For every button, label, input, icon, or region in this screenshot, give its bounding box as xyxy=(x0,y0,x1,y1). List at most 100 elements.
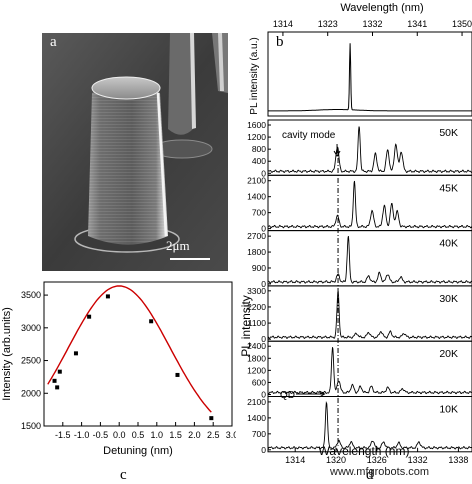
data-point xyxy=(73,351,78,356)
data-point xyxy=(52,378,57,383)
x-tick-label: 1.0 xyxy=(151,430,164,440)
spectrum-line xyxy=(267,126,472,174)
plot-frame xyxy=(267,396,472,453)
cavity-arrowhead xyxy=(333,150,341,157)
panel-label-b: b xyxy=(276,34,284,50)
x-tick-label: 0.5 xyxy=(132,430,145,440)
y-axis-label: PL intensity (a.u.) xyxy=(249,37,260,114)
y-tick-label: 2700 xyxy=(247,231,266,241)
y-tick-label: 3500 xyxy=(21,290,41,300)
y-tick-label: 2500 xyxy=(21,356,41,366)
y-tick-label: 1100 xyxy=(248,318,267,328)
y-axis-label: PL intensity xyxy=(239,295,253,357)
spectrum-panel-50K: 0 400 800 1200 1600 50K xyxy=(247,119,472,178)
spectrum-panel-45K: 0 700 1400 2100 45K xyxy=(247,174,472,234)
y-tick-label: 0 xyxy=(261,334,266,344)
y-tick-label: 400 xyxy=(252,156,266,166)
y-tick-label: 3300 xyxy=(247,286,266,296)
qd-arrowhead xyxy=(319,390,326,398)
spectrum-line xyxy=(267,347,472,395)
x-tick-label: 1326 xyxy=(367,455,387,465)
x-tick-label: 3.0 xyxy=(226,430,236,440)
x-tick-label: -1.5 xyxy=(55,430,71,440)
y-tick-label: 0 xyxy=(261,224,266,234)
temperature-label: 45K xyxy=(439,182,458,194)
top-x-tick-label: 1341 xyxy=(407,19,427,29)
spectrum-line xyxy=(267,290,472,340)
y-tick-label: 700 xyxy=(252,429,266,439)
x-tick-label: 0.0 xyxy=(113,430,126,440)
x-tick-label: -1.0 xyxy=(74,430,90,440)
watermark-text: www.mfgrobots.com xyxy=(330,466,430,478)
y-tick-label: 0 xyxy=(261,168,266,178)
pl-spectrum-top: Wavelength (nm) 1314 1323 1332 1341 1350 PL … xyxy=(249,2,472,117)
y-tick-label: 1800 xyxy=(247,247,266,257)
data-point xyxy=(209,416,214,421)
y-tick-label: 3000 xyxy=(21,323,41,333)
spectrum-panel-30K: 0 1100 2200 3300 30K xyxy=(247,285,472,344)
y-axis-label: Intensity (arb.units) xyxy=(1,307,13,401)
y-tick-label: 1200 xyxy=(247,132,266,142)
data-point xyxy=(87,314,92,319)
detuning-chart: -1.5 -1.0 -0.5 0.0 0.5 1.0 1.5 2.0 2.5 3.0 1500 20… xyxy=(1,281,236,457)
y-tick-label: 1500 xyxy=(21,421,41,431)
sem-micrograph xyxy=(42,33,228,271)
y-tick-label: 1400 xyxy=(247,413,266,423)
y-tick-label: 900 xyxy=(252,263,266,273)
pl-spectra-stack: 0 400 800 1200 1600 50K 0 700 1400 2100 45K 0 900 180… xyxy=(239,119,472,465)
temperature-label: 10K xyxy=(439,404,458,416)
data-point xyxy=(175,372,180,377)
spectrum-line xyxy=(267,180,472,229)
y-tick-label: 0 xyxy=(261,279,266,289)
y-tick-label: 2100 xyxy=(247,397,266,407)
y-tick-label: 0 xyxy=(261,390,266,400)
y-tick-label: 800 xyxy=(252,144,266,154)
spectrum-line xyxy=(267,401,472,450)
data-point xyxy=(57,369,62,374)
y-tick-label: 2400 xyxy=(247,341,266,351)
temperature-label: 30K xyxy=(439,293,458,305)
y-tick-label: 0 xyxy=(261,445,266,455)
x-tick-label: 2.5 xyxy=(207,430,220,440)
spectrum-panel-10K: 0 700 1400 2100 10K xyxy=(247,396,472,455)
top-x-tick-label: 1350 xyxy=(452,19,472,29)
sem-scale-label: 2μm xyxy=(166,238,190,253)
plot-frame xyxy=(267,31,472,117)
panel-label-c: c xyxy=(120,467,127,483)
x-tick-label: -0.5 xyxy=(93,430,109,440)
qd-annotation: QD xyxy=(280,390,295,401)
x-tick-label: 1.5 xyxy=(169,430,182,440)
y-tick-label: 700 xyxy=(252,208,266,218)
top-x-tick-label: 1323 xyxy=(318,19,338,29)
top-axis-label: Wavelength (nm) xyxy=(340,2,423,14)
data-point xyxy=(149,319,154,324)
y-tick-label: 600 xyxy=(252,377,266,387)
x-tick-label: 1314 xyxy=(285,455,305,465)
spectrum-panel-40K: 0 900 1800 2700 40K xyxy=(247,230,472,289)
spectrum-line xyxy=(268,43,472,112)
y-tick-label: 1800 xyxy=(247,353,266,363)
y-tick-label: 1400 xyxy=(247,192,266,202)
panel-label-a: a xyxy=(50,34,57,50)
x-axis-label: Detuning (nm) xyxy=(103,445,173,457)
top-x-tick-label: 1314 xyxy=(273,19,293,29)
x-tick-label: 2.0 xyxy=(188,430,201,440)
data-point xyxy=(55,385,60,390)
x-tick-label: 1320 xyxy=(326,455,346,465)
cavity-mode-annotation: cavity mode xyxy=(282,130,336,141)
temperature-label: 20K xyxy=(439,348,458,360)
y-tick-label: 2000 xyxy=(21,388,41,398)
y-tick-label: 1200 xyxy=(247,365,266,375)
temperature-label: 40K xyxy=(439,238,458,250)
temperature-label: 50K xyxy=(439,127,458,139)
data-point xyxy=(105,294,110,299)
panel-label-d: d xyxy=(366,467,374,483)
gaussian-fit-curve xyxy=(47,285,212,413)
x-axis-label: Wavelength (nm) xyxy=(319,444,410,458)
x-tick-label: 1338 xyxy=(448,455,468,465)
y-tick-label: 1600 xyxy=(247,120,266,130)
x-tick-label: 1332 xyxy=(408,455,428,465)
annotation-arrows xyxy=(296,144,341,398)
spectrum-line xyxy=(267,236,472,284)
y-tick-label: 2200 xyxy=(247,302,266,312)
